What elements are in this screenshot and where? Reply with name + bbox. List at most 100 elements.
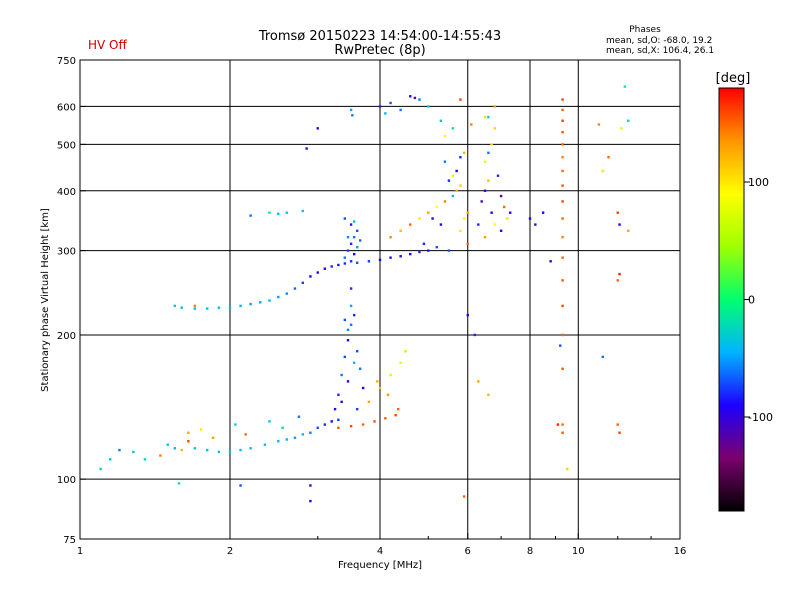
data-point <box>301 209 305 213</box>
data-point <box>496 174 500 177</box>
data-point <box>384 417 387 420</box>
data-point <box>316 271 319 274</box>
y-tick-label: 75 <box>63 535 76 546</box>
data-point <box>399 255 402 258</box>
data-point <box>349 424 353 428</box>
data-point <box>616 279 619 282</box>
data-point <box>173 304 177 308</box>
data-point <box>561 131 564 134</box>
data-point <box>143 458 147 461</box>
data-point <box>561 431 564 434</box>
x-tick-label: 4 <box>377 546 383 557</box>
data-point <box>618 223 621 226</box>
data-point <box>413 96 417 100</box>
data-point <box>480 200 483 203</box>
data-point <box>316 127 319 130</box>
data-point <box>459 98 462 101</box>
data-point <box>346 339 350 342</box>
x-tick-label: 8 <box>527 546 533 557</box>
data-point <box>355 349 359 353</box>
colorbar-tick-label: 0 <box>748 294 755 307</box>
data-point <box>277 295 280 299</box>
data-point <box>427 105 430 108</box>
data-point <box>159 454 162 457</box>
phases-x-stats: mean, sd,X: 106.4, 26.1 <box>606 46 714 56</box>
data-point <box>616 423 619 426</box>
chart-subtitle: RwPretec (8p) <box>334 43 425 58</box>
data-point <box>378 105 382 108</box>
data-point <box>455 169 458 173</box>
data-point <box>358 367 362 370</box>
colorbar: [deg] 100 0 -100 <box>716 71 773 512</box>
data-point <box>427 249 430 252</box>
data-point <box>404 349 407 353</box>
data-point <box>462 151 466 155</box>
data-point <box>349 287 353 290</box>
data-point <box>343 256 347 259</box>
y-tick-label: 300 <box>57 247 76 258</box>
data-point <box>459 156 462 159</box>
data-point <box>259 301 262 304</box>
data-point <box>561 108 564 112</box>
data-point <box>343 355 347 359</box>
data-point <box>483 189 487 192</box>
data-point <box>607 156 610 159</box>
data-point <box>349 223 353 226</box>
data-point <box>244 433 247 436</box>
data-point <box>561 119 564 122</box>
y-axis-label: Stationary phase Virtual Height [km] <box>40 208 51 392</box>
data-point <box>337 393 340 397</box>
x-axis-label: Frequency [MHz] <box>338 560 422 571</box>
data-point <box>435 245 438 249</box>
colorbar-ticks: 100 0 -100 <box>744 176 773 424</box>
data-point <box>384 112 387 115</box>
data-point <box>561 333 564 337</box>
data-point <box>439 119 443 122</box>
data-point <box>228 306 232 309</box>
data-point <box>99 467 102 471</box>
data-point <box>358 239 362 242</box>
data-point <box>351 114 354 117</box>
data-point <box>556 423 560 426</box>
data-point <box>508 211 512 214</box>
data-point <box>346 380 350 383</box>
data-point <box>443 134 447 138</box>
y-tick-label: 600 <box>57 102 76 113</box>
data-point <box>173 447 177 450</box>
data-point <box>285 211 288 214</box>
data-point <box>561 367 564 370</box>
data-point <box>399 361 402 364</box>
colorbar-unit-label: [deg] <box>716 71 751 86</box>
data-point <box>349 242 353 245</box>
data-point <box>239 304 242 308</box>
data-point <box>355 261 359 264</box>
data-point <box>499 194 503 198</box>
data-point <box>399 108 402 112</box>
data-point <box>561 217 564 220</box>
data-point <box>487 179 490 182</box>
data-point <box>193 304 197 308</box>
data-point <box>199 428 203 431</box>
plot-area: 1 2 4 6 8 10 16 75 100 200 300 400 500 600 750 <box>57 56 686 557</box>
data-point <box>462 495 466 498</box>
data-point <box>293 436 297 439</box>
colorbar-gradient <box>718 87 745 512</box>
y-tick-label: 100 <box>57 475 76 486</box>
data-point <box>409 95 412 98</box>
grid-lines <box>80 60 680 539</box>
data-point <box>309 484 312 487</box>
colorbar-tick-label: -100 <box>748 411 773 424</box>
data-point <box>263 443 267 446</box>
data-point <box>268 211 271 214</box>
data-point <box>309 431 312 434</box>
data-point <box>249 447 252 450</box>
data-point <box>455 189 458 192</box>
data-point <box>305 147 308 150</box>
hv-status: HV Off <box>88 38 127 52</box>
data-point <box>597 123 601 126</box>
data-point <box>166 443 169 446</box>
y-tick-label: 500 <box>57 140 76 151</box>
data-point <box>561 156 564 159</box>
data-point <box>399 229 402 232</box>
